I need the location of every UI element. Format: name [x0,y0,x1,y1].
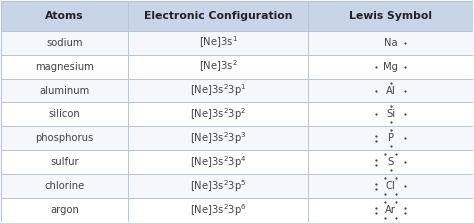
Text: phosphorus: phosphorus [36,133,94,143]
Text: Na: Na [384,38,397,47]
Text: [Ne]3s$^{2}$3p$^{4}$: [Ne]3s$^{2}$3p$^{4}$ [190,155,246,170]
Text: Ar: Ar [385,205,396,215]
Text: Al: Al [386,85,395,95]
Text: Si: Si [386,109,395,120]
Text: aluminum: aluminum [39,85,90,95]
Bar [0,31,474,55]
Text: sulfur: sulfur [50,157,79,167]
Text: S: S [387,157,394,167]
Bar [0,198,474,222]
Text: magnesium: magnesium [35,62,94,72]
Bar [0,126,474,151]
Text: [Ne]3s$^{1}$: [Ne]3s$^{1}$ [199,35,237,50]
Text: [Ne]3s$^{2}$3p$^{5}$: [Ne]3s$^{2}$3p$^{5}$ [190,178,246,194]
Text: P: P [388,133,393,143]
Bar [0,1,128,31]
Text: [Ne]3s$^{2}$3p$^{3}$: [Ne]3s$^{2}$3p$^{3}$ [190,130,246,146]
Bar [0,151,474,174]
Text: [Ne]3s$^{2}$3p$^{1}$: [Ne]3s$^{2}$3p$^{1}$ [190,83,246,98]
Text: Atoms: Atoms [45,11,84,21]
Text: silicon: silicon [49,109,81,120]
Bar [128,1,308,31]
Bar [308,1,474,31]
Text: Electronic Configuration: Electronic Configuration [144,11,292,21]
Text: argon: argon [50,205,79,215]
Bar [0,103,474,126]
Bar [0,174,474,198]
Bar [0,78,474,103]
Text: [Ne]3s$^{2}$3p$^{2}$: [Ne]3s$^{2}$3p$^{2}$ [190,107,246,122]
Text: sodium: sodium [46,38,83,47]
Text: Lewis Symbol: Lewis Symbol [349,11,432,21]
Text: [Ne]3s$^{2}$: [Ne]3s$^{2}$ [199,59,237,74]
Text: Cl: Cl [386,181,395,191]
Bar [0,55,474,78]
Text: chlorine: chlorine [45,181,85,191]
Text: Mg: Mg [383,62,398,72]
Text: [Ne]3s$^{2}$3p$^{6}$: [Ne]3s$^{2}$3p$^{6}$ [190,202,246,218]
